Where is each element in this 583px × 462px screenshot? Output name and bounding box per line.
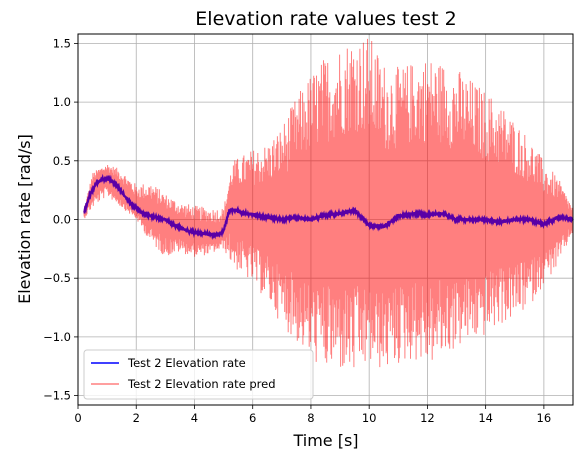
y-tick-label: 0.5 xyxy=(53,154,71,168)
legend-label-predicted: Test 2 Elevation rate pred xyxy=(127,377,276,391)
series-layer xyxy=(83,38,574,368)
series-line-measured xyxy=(83,173,574,240)
legend-box xyxy=(83,349,314,400)
y-tick-label: 1.0 xyxy=(53,95,71,109)
x-tick-label: 4 xyxy=(191,411,198,425)
plot-area xyxy=(77,33,574,406)
y-tick-label: 1.5 xyxy=(53,36,71,50)
series-overlap-tint xyxy=(83,173,574,240)
y-tick-label: −1.5 xyxy=(43,389,71,403)
x-tick-label: 12 xyxy=(420,411,435,425)
y-axis: −1.5 −1.0 −0.5 0.0 0.5 1.0 1.5 xyxy=(43,36,78,403)
y-tick-label: −0.5 xyxy=(43,271,71,285)
x-axis-label: Time [s] xyxy=(292,431,358,450)
legend: Test 2 Elevation rate Test 2 Elevation r… xyxy=(83,349,314,400)
x-tick-label: 10 xyxy=(362,411,377,425)
chart-title: Elevation rate values test 2 xyxy=(195,8,456,30)
y-tick-label: −1.0 xyxy=(43,330,71,344)
x-axis: 0 2 4 6 8 10 12 14 16 xyxy=(74,405,551,425)
x-tick-label: 14 xyxy=(478,411,493,425)
x-tick-label: 6 xyxy=(249,411,256,425)
x-tick-label: 0 xyxy=(74,411,81,425)
x-tick-label: 8 xyxy=(307,411,314,425)
y-axis-label: Elevation rate [rad/s] xyxy=(15,134,34,304)
y-tick-label: 0.0 xyxy=(53,213,71,227)
legend-label-measured: Test 2 Elevation rate xyxy=(127,356,246,370)
x-tick-label: 16 xyxy=(537,411,552,425)
x-tick-label: 2 xyxy=(133,411,140,425)
